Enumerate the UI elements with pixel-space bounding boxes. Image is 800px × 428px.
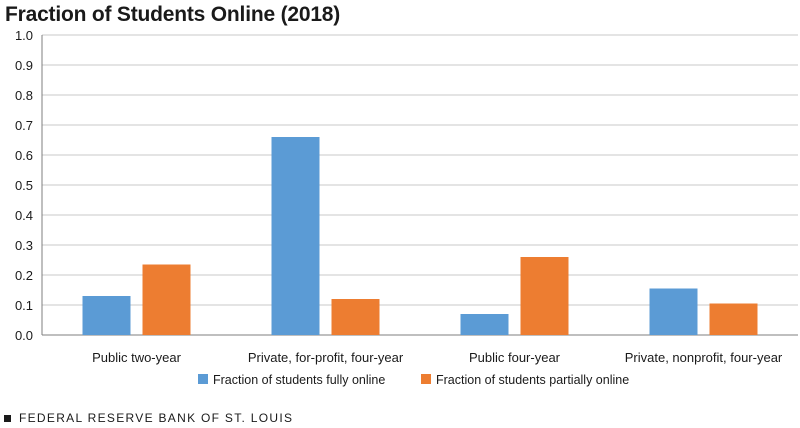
y-tick-label: 0.4: [15, 208, 33, 223]
bar-partially-online: [142, 264, 191, 335]
bar-partially-online: [709, 303, 758, 335]
y-tick-label: 0.9: [15, 58, 33, 73]
y-tick-label: 0.2: [15, 268, 33, 283]
bar-fully-online: [649, 288, 698, 335]
bar-fully-online: [460, 314, 509, 335]
footer: FEDERAL RESERVE BANK OF ST. LOUIS: [4, 411, 293, 425]
bar-chart: 0.0 0.1 0.2 0.3 0.4 0.5 0.6 0.7 0.8 0.9 1.0 Public …: [15, 28, 798, 387]
y-tick-label: 0.1: [15, 298, 33, 313]
x-tick-label: Private, for-profit, four-year: [248, 350, 404, 365]
footer-source: FEDERAL RESERVE BANK OF ST. LOUIS: [19, 411, 294, 425]
x-tick-label: Public two-year: [92, 350, 182, 365]
legend-label: Fraction of students partially online: [436, 373, 629, 387]
x-tick-label: Public four-year: [469, 350, 561, 365]
bar-fully-online: [271, 137, 320, 335]
y-tick-label: 0.5: [15, 178, 33, 193]
y-tick-label: 0.6: [15, 148, 33, 163]
x-tick-label: Private, nonprofit, four-year: [625, 350, 783, 365]
legend-label: Fraction of students fully online: [213, 373, 385, 387]
y-tick-label: 1.0: [15, 28, 33, 43]
bar-partially-online: [520, 257, 569, 335]
legend-swatch: [421, 374, 431, 384]
bar-partially-online: [331, 299, 380, 335]
y-tick-label: 0.3: [15, 238, 33, 253]
footer-square-icon: [4, 414, 11, 422]
bar-fully-online: [82, 296, 131, 335]
y-tick-label: 0.8: [15, 88, 33, 103]
y-tick-label: 0.7: [15, 118, 33, 133]
chart-title: Fraction of Students Online (2018): [5, 3, 341, 26]
y-tick-label: 0.0: [15, 328, 33, 343]
legend-swatch: [198, 374, 208, 384]
